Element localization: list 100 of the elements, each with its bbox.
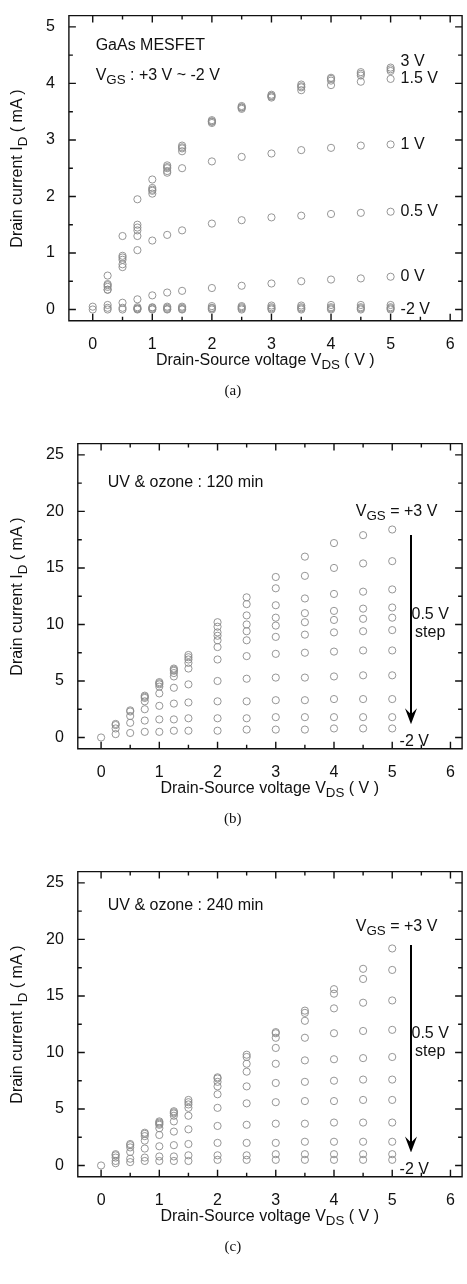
point [271, 1033, 280, 1042]
point [388, 724, 397, 733]
point [359, 695, 368, 704]
y-tick-label: 20 [46, 929, 64, 947]
x-tick-label: 2 [207, 334, 217, 352]
point [297, 146, 306, 155]
point [118, 260, 127, 269]
point [359, 1026, 368, 1036]
point [300, 571, 309, 580]
point [140, 1144, 149, 1153]
point [388, 1075, 397, 1084]
point [184, 698, 193, 707]
point [300, 713, 309, 722]
point [267, 213, 276, 222]
point [155, 1142, 164, 1151]
y-tick-label: 2 [45, 186, 55, 204]
point [359, 1095, 368, 1104]
point [178, 164, 187, 173]
point [388, 557, 397, 566]
point [140, 727, 149, 736]
point [359, 1150, 368, 1159]
point [111, 1153, 120, 1162]
y-tick-label: 0 [54, 727, 64, 745]
point [133, 295, 142, 304]
point [300, 1056, 309, 1065]
point [242, 1082, 251, 1091]
point [300, 609, 309, 618]
annotation: UV & ozone : 120 min [107, 472, 264, 491]
point [140, 1156, 149, 1166]
y-tick-label: 5 [45, 17, 55, 35]
text: (b) [224, 808, 242, 827]
point [300, 696, 309, 705]
point [329, 1004, 339, 1013]
point [388, 713, 397, 722]
point [329, 672, 339, 681]
point [169, 715, 178, 724]
x-tick-label: 2 [213, 1190, 223, 1208]
point [271, 649, 280, 658]
point [329, 1150, 339, 1159]
point [184, 1103, 193, 1112]
point [271, 1059, 280, 1068]
point [271, 1098, 280, 1107]
point [297, 86, 306, 95]
point [356, 208, 365, 217]
point [237, 152, 246, 161]
point [242, 697, 251, 706]
point [133, 246, 142, 255]
point [271, 713, 280, 722]
y-tick-label: 0 [45, 299, 55, 317]
point [148, 236, 157, 245]
point [126, 1158, 135, 1167]
point [126, 1154, 135, 1163]
y-tick-label: 25 [46, 445, 64, 463]
y-tick-label: 10 [46, 1042, 64, 1060]
point [213, 622, 222, 631]
point [133, 231, 142, 241]
point [300, 1119, 309, 1128]
point [184, 664, 193, 673]
point [118, 231, 127, 241]
point [242, 714, 251, 723]
annotation: 0.5 V step [410, 605, 450, 642]
point [213, 1103, 222, 1112]
x-tick-label: 4 [329, 762, 339, 780]
point [267, 279, 276, 288]
point [356, 141, 365, 150]
point [271, 1119, 280, 1128]
point [386, 207, 395, 216]
point [213, 618, 222, 627]
point [213, 726, 222, 735]
point [169, 1156, 178, 1166]
point [140, 1136, 149, 1145]
point [140, 697, 149, 706]
series-label: 3 V [400, 52, 425, 70]
point [242, 636, 251, 645]
point [329, 539, 339, 548]
y-tick-label: 15 [46, 986, 64, 1004]
x-tick-label: 1 [154, 762, 164, 780]
point [155, 1152, 164, 1161]
point [300, 725, 309, 734]
point [133, 223, 142, 232]
point [388, 1137, 397, 1146]
point [169, 672, 178, 681]
point [111, 1159, 120, 1168]
point [271, 696, 280, 705]
point [300, 1150, 309, 1159]
x-tick-label: 0 [96, 762, 106, 780]
point [359, 587, 368, 596]
point [271, 584, 280, 593]
point [326, 209, 336, 219]
point [148, 189, 157, 198]
point [300, 630, 309, 639]
point [388, 525, 397, 534]
point [242, 627, 251, 636]
series-label: 1 V [400, 134, 425, 152]
point [242, 611, 251, 620]
point [300, 1155, 309, 1164]
y-tick-label: 25 [46, 873, 64, 891]
x-tick-label: 6 [445, 334, 455, 352]
x-tick-label: 5 [387, 762, 397, 780]
point [267, 149, 276, 158]
